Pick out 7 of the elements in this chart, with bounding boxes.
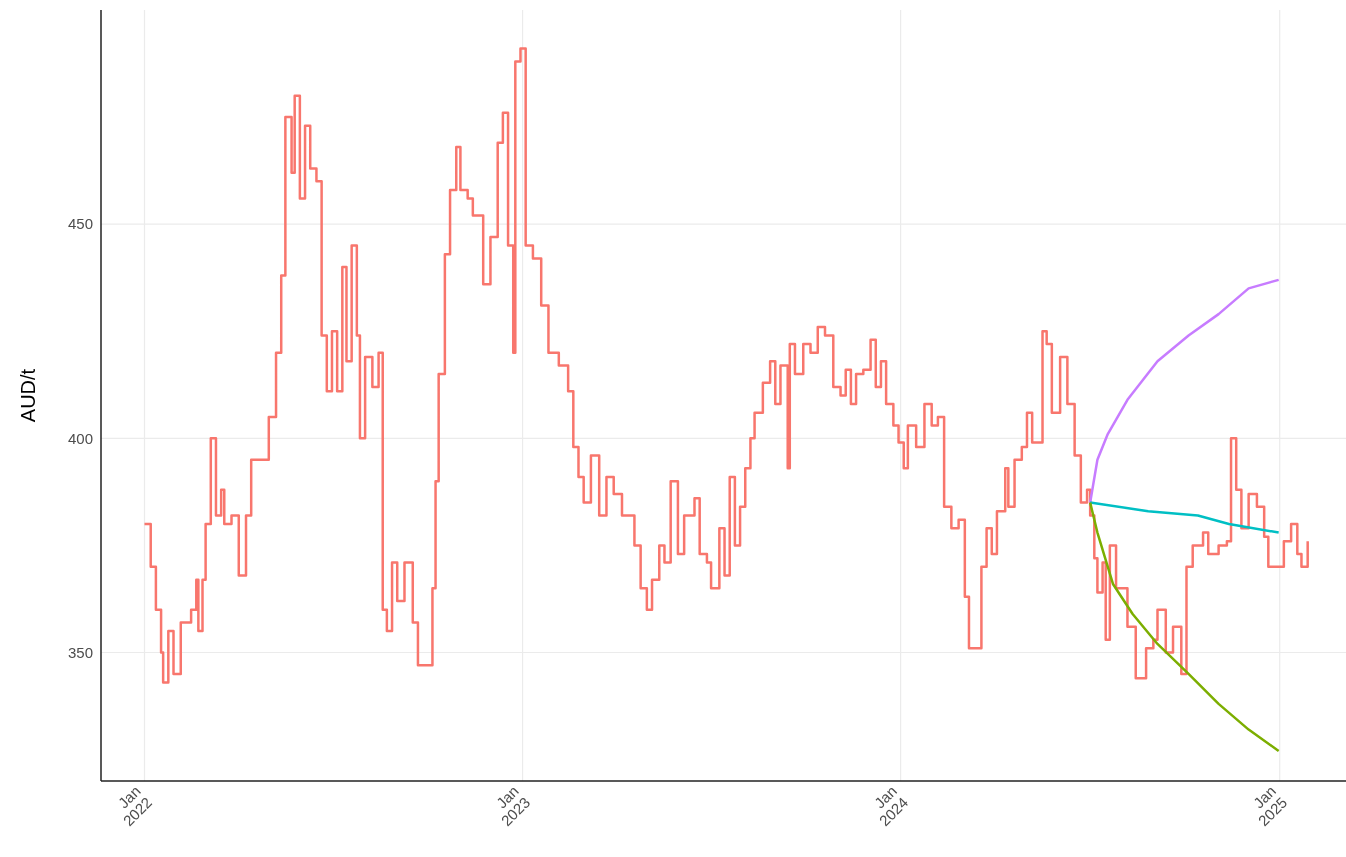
y-axis-title: AUD/t [17, 368, 40, 423]
line-series [1088, 501, 1280, 534]
line-series [1088, 278, 1280, 504]
y-tick-label: 450 [67, 215, 93, 233]
y-tick-label: 350 [67, 643, 93, 661]
line-series [1088, 501, 1280, 753]
y-tick-label: 400 [67, 429, 93, 447]
